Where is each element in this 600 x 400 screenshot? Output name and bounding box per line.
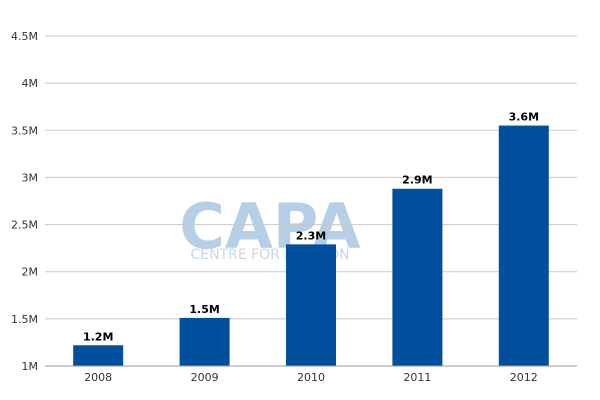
x-tick-label: 2009	[191, 371, 219, 384]
y-axis-tick-labels: 1M 1.5M 2M 2.5M 3M 3.5M 4M 4.5M	[11, 30, 38, 373]
y-tick-label: 4.5M	[11, 30, 38, 43]
bar-2008	[73, 345, 124, 366]
bar-2011	[392, 188, 443, 366]
bar-2009	[179, 317, 230, 366]
data-label: 2.3M	[296, 229, 326, 242]
data-label: 1.2M	[83, 330, 113, 343]
y-tick-label: 4M	[22, 77, 39, 90]
data-label: 1.5M	[189, 303, 219, 316]
data-label: 2.9M	[402, 174, 432, 187]
x-tick-label: 2011	[403, 371, 431, 384]
x-tick-label: 2012	[510, 371, 538, 384]
x-axis-tick-labels: 2008 2009 2010 2011 2012	[84, 371, 538, 384]
bars	[73, 125, 549, 366]
y-tick-label: 2M	[22, 266, 39, 279]
x-tick-label: 2008	[84, 371, 112, 384]
data-labels: 1.2M 1.5M 2.3M 2.9M 3.6M	[83, 111, 539, 344]
y-tick-label: 1.5M	[11, 313, 38, 326]
bar-2010	[286, 244, 336, 366]
y-tick-label: 1M	[22, 360, 39, 373]
x-tick-label: 2010	[297, 371, 325, 384]
y-tick-label: 2.5M	[11, 219, 38, 232]
data-label: 3.6M	[509, 111, 539, 124]
bar-2012	[498, 125, 549, 366]
y-tick-label: 3.5M	[11, 124, 38, 137]
y-tick-label: 3M	[22, 171, 39, 184]
